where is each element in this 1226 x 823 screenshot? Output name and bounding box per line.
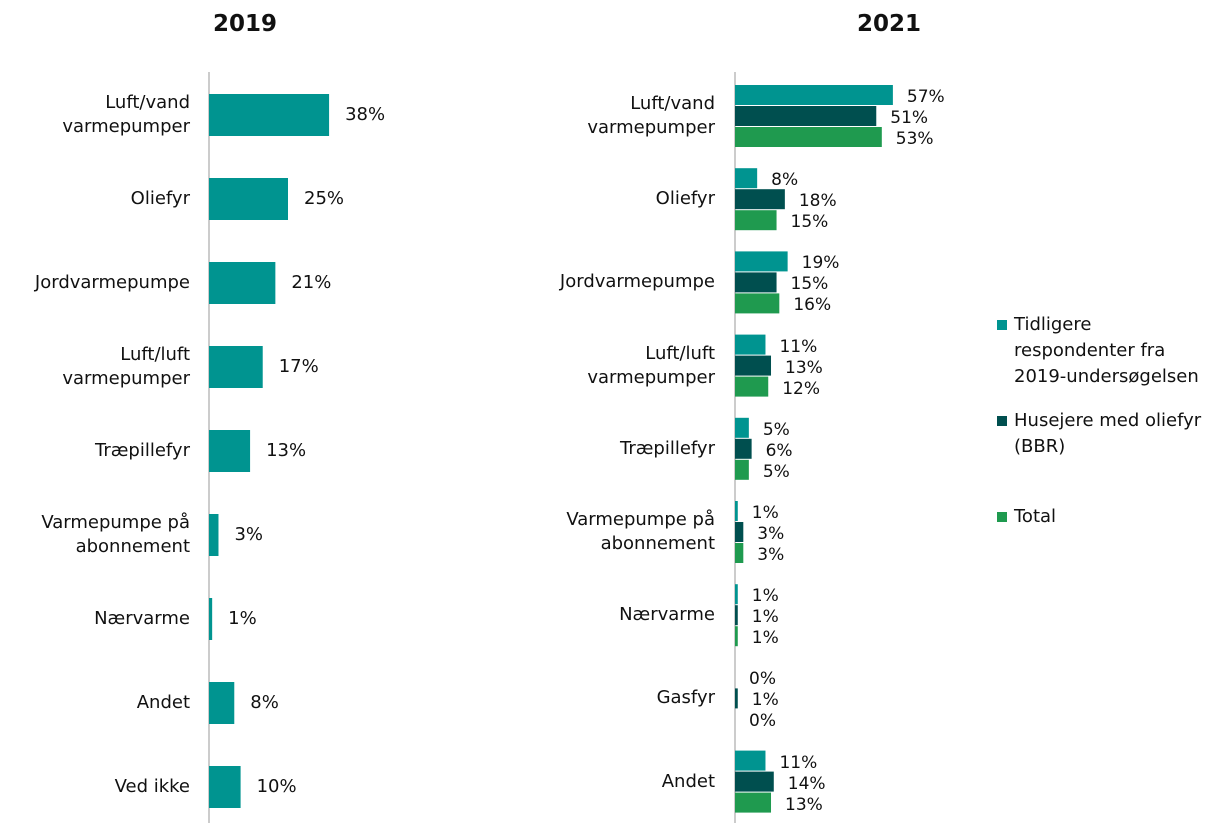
bar: [735, 688, 738, 709]
value-label: 6%: [765, 440, 793, 461]
legend-label: Total: [1014, 506, 1057, 527]
category-label: Nærvarme: [619, 604, 715, 626]
bar: [735, 189, 785, 210]
legend-swatch: [997, 512, 1007, 522]
bar: [735, 106, 877, 126]
value-label: 3%: [757, 545, 785, 565]
value-label: 15%: [790, 212, 829, 233]
value-label: 11%: [779, 336, 818, 357]
bar: [209, 766, 241, 808]
bar: [735, 334, 766, 355]
category-label: Luft/luft varmepumper: [62, 344, 190, 389]
value-label: 1%: [751, 503, 779, 523]
bar: [209, 94, 330, 136]
bar: [735, 605, 738, 626]
category-label: Oliefyr: [655, 188, 715, 210]
value-label: 18%: [798, 191, 837, 212]
bar: [209, 178, 288, 220]
value-label: 15%: [790, 274, 829, 295]
category-label: Jordvarmepumpe: [34, 272, 190, 293]
chart-title: 2021: [857, 11, 922, 37]
bar: [735, 792, 772, 813]
bar: [735, 210, 777, 231]
legend-label: Tidligere respondenter fra 2019-undersøg…: [1014, 314, 1199, 387]
value-label: 11%: [779, 752, 818, 773]
value-label: 10%: [256, 776, 297, 797]
category-label: Andet: [661, 770, 715, 792]
category-label: Andet: [136, 692, 190, 713]
category-label: Træpillefyr: [619, 437, 715, 459]
bar: [735, 750, 766, 771]
value-label: 8%: [771, 170, 799, 191]
category-label: Luft/luft varmepumper: [587, 342, 715, 388]
bar: [735, 293, 780, 314]
bar: [209, 346, 263, 388]
legend-swatch: [997, 416, 1007, 426]
category-label: Ved ikke: [114, 776, 190, 797]
value-label: 3%: [757, 524, 785, 544]
bar: [209, 430, 251, 472]
bar: [735, 168, 758, 189]
bar: [735, 771, 774, 792]
value-label: 16%: [793, 295, 832, 316]
value-label: 21%: [291, 272, 332, 293]
legend-swatch: [997, 320, 1007, 330]
bar: [209, 598, 213, 640]
value-label: 25%: [304, 188, 345, 209]
chart-title: 2019: [213, 11, 278, 37]
value-label: 17%: [278, 356, 319, 377]
value-label: 13%: [266, 440, 307, 461]
value-label: 14%: [787, 773, 826, 794]
value-label: 0%: [749, 669, 776, 690]
category-label: Gasfyr: [656, 687, 715, 709]
bar: [735, 522, 744, 542]
category-label: Luft/vand varmepumper: [62, 92, 190, 137]
value-label: 12%: [782, 378, 821, 399]
bar: [735, 438, 752, 459]
bar: [735, 543, 744, 563]
category-label: Varmepumpe på abonnement: [41, 512, 190, 557]
value-label: 1%: [228, 608, 257, 629]
value-label: 5%: [762, 461, 790, 482]
bar: [209, 262, 276, 304]
value-label: 1%: [751, 628, 779, 649]
bar: [735, 376, 769, 397]
category-label: Oliefyr: [130, 188, 190, 209]
value-label: 13%: [785, 357, 823, 378]
bar: [735, 272, 777, 293]
value-label: 1%: [751, 586, 779, 607]
bar: [735, 584, 738, 605]
legend-label: Husejere med oliefyr (BBR): [1014, 410, 1202, 457]
value-label: 51%: [890, 108, 929, 128]
bar: [735, 417, 749, 438]
bar: [735, 127, 882, 147]
bar: [735, 85, 893, 105]
value-label: 5%: [762, 419, 790, 440]
value-label: 13%: [785, 794, 823, 815]
value-label: 1%: [751, 607, 779, 628]
value-label: 3%: [234, 524, 264, 545]
value-label: 57%: [906, 87, 945, 107]
bar: [735, 355, 772, 376]
bar: [735, 459, 749, 480]
value-label: 8%: [250, 692, 279, 713]
category-label: Nærvarme: [94, 608, 190, 629]
value-label: 19%: [801, 253, 840, 274]
category-label: Varmepumpe på abonnement: [566, 509, 715, 554]
category-label: Træpillefyr: [94, 440, 190, 461]
bar: [735, 251, 788, 272]
bar: [735, 626, 738, 647]
value-label: 38%: [345, 104, 386, 125]
bar: [209, 514, 219, 556]
value-label: 0%: [749, 711, 776, 732]
value-label: 1%: [751, 690, 779, 711]
bar: [735, 501, 738, 521]
category-label: Luft/vand varmepumper: [587, 93, 715, 138]
value-label: 53%: [895, 129, 934, 149]
bar: [209, 682, 235, 724]
category-label: Jordvarmepumpe: [559, 271, 715, 293]
